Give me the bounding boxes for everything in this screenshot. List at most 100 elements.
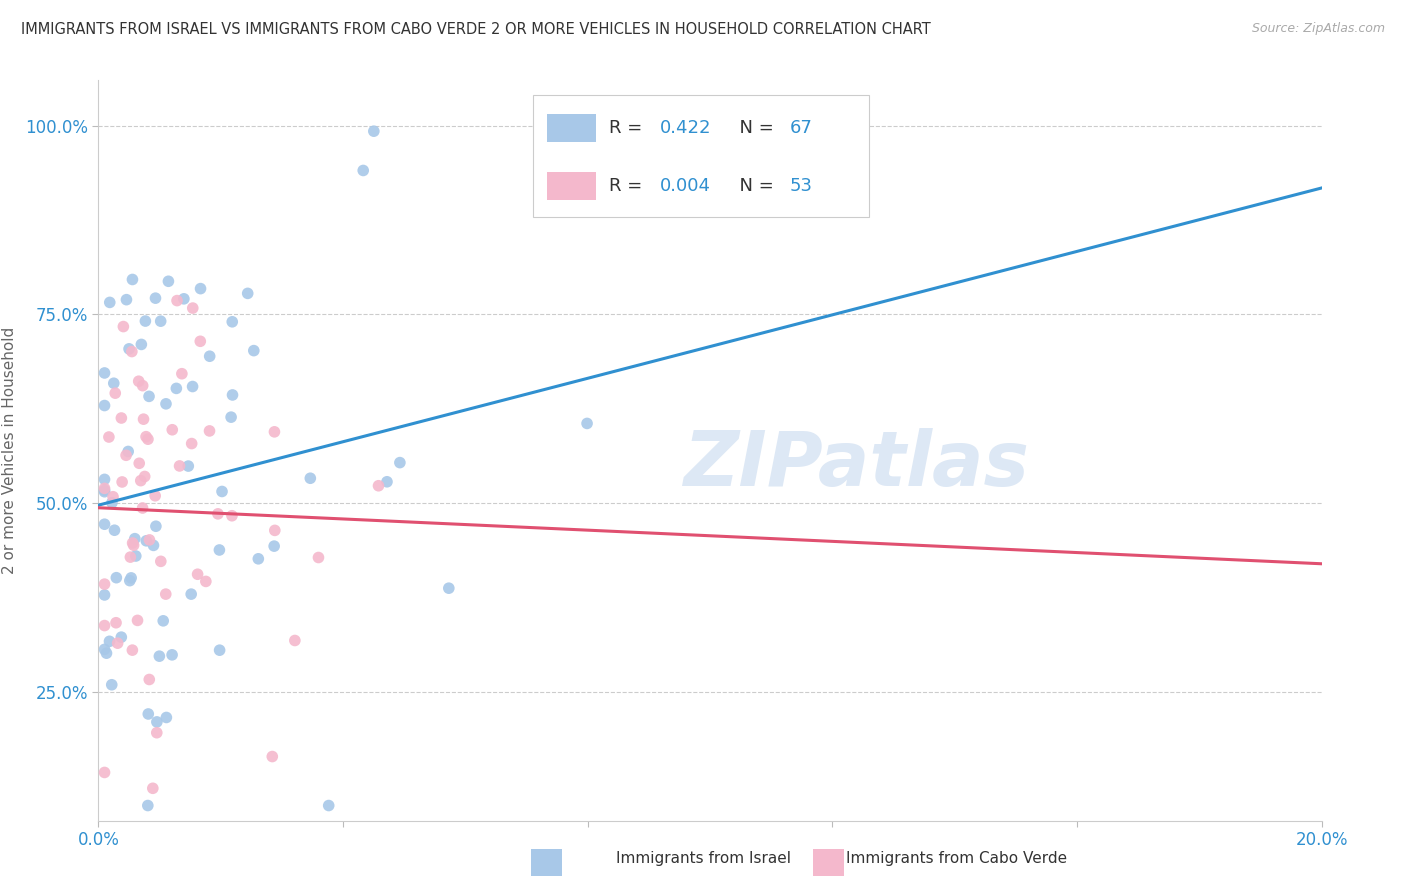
Point [120, 550, 142, 565]
Point [93, 472, 115, 486]
Point [135, 533, 157, 548]
Point [136, 798, 159, 813]
Point [125, 549, 148, 563]
Point [97, 430, 120, 444]
Point [181, 301, 204, 315]
Point [155, 710, 177, 724]
Point [208, 543, 231, 558]
Point [180, 587, 202, 601]
Point [142, 781, 165, 796]
Point [149, 314, 172, 328]
Point [128, 456, 150, 470]
Point [576, 417, 599, 431]
Point [187, 567, 209, 582]
Point [121, 272, 143, 286]
Point [148, 649, 170, 664]
Point [131, 501, 153, 516]
Point [115, 448, 138, 462]
Point [121, 643, 143, 657]
Point [93, 399, 115, 413]
Point [207, 507, 229, 521]
Bar [533, 95, 869, 218]
Point [128, 374, 150, 388]
Point [93, 483, 115, 498]
Point [136, 706, 159, 721]
Point [100, 678, 122, 692]
Point [93, 642, 115, 657]
Point [388, 456, 411, 470]
Point [352, 163, 374, 178]
Point [135, 430, 157, 444]
Point [93, 618, 115, 632]
Point [101, 490, 124, 504]
Point [367, 479, 389, 493]
Text: 0.004: 0.004 [659, 178, 711, 195]
Point [263, 539, 285, 553]
Point [142, 538, 165, 552]
Point [98, 634, 121, 648]
Point [107, 636, 129, 650]
Point [138, 533, 160, 547]
Point [208, 643, 231, 657]
Point [127, 614, 149, 628]
Point [110, 411, 132, 425]
Point [124, 532, 146, 546]
Point [299, 471, 322, 485]
Point [122, 538, 145, 552]
Point [284, 633, 307, 648]
Point [194, 574, 217, 589]
Point [211, 484, 233, 499]
Point [111, 475, 134, 489]
Point [166, 293, 188, 308]
Point [146, 714, 169, 729]
Point [93, 577, 115, 591]
Point [115, 293, 138, 307]
Text: N =: N = [728, 178, 780, 195]
Point [129, 474, 152, 488]
Point [221, 315, 243, 329]
Point [103, 523, 125, 537]
Text: 67: 67 [790, 120, 813, 137]
Point [318, 798, 340, 813]
Point [101, 496, 124, 510]
Point [105, 571, 128, 585]
Point [263, 425, 285, 439]
Point [132, 412, 155, 426]
Point [120, 571, 142, 585]
Point [103, 376, 125, 391]
Point [93, 484, 115, 499]
Text: 0.422: 0.422 [659, 120, 711, 137]
Text: R =: R = [609, 178, 648, 195]
Text: 53: 53 [790, 178, 813, 195]
Point [190, 282, 212, 296]
Point [134, 469, 156, 483]
Point [143, 489, 166, 503]
Text: ZIPatlas: ZIPatlas [683, 428, 1029, 502]
Point [236, 286, 259, 301]
Point [247, 551, 270, 566]
Point [198, 349, 221, 363]
Bar [547, 114, 596, 143]
Text: Immigrants from Cabo Verde: Immigrants from Cabo Verde [845, 851, 1067, 865]
Point [219, 410, 242, 425]
Point [262, 749, 284, 764]
Point [188, 334, 211, 349]
Point [145, 291, 167, 305]
Point [221, 508, 243, 523]
Point [134, 314, 156, 328]
Point [131, 337, 153, 351]
Point [173, 292, 195, 306]
Point [149, 554, 172, 568]
Point [138, 389, 160, 403]
Point [180, 436, 202, 450]
Point [437, 581, 460, 595]
Y-axis label: 2 or more Vehicles in Household: 2 or more Vehicles in Household [1, 326, 17, 574]
Point [165, 381, 187, 395]
Point [181, 379, 204, 393]
Point [198, 424, 221, 438]
Point [93, 482, 115, 496]
Point [104, 386, 127, 401]
Point [121, 536, 143, 550]
Point [169, 458, 191, 473]
Point [93, 366, 115, 380]
